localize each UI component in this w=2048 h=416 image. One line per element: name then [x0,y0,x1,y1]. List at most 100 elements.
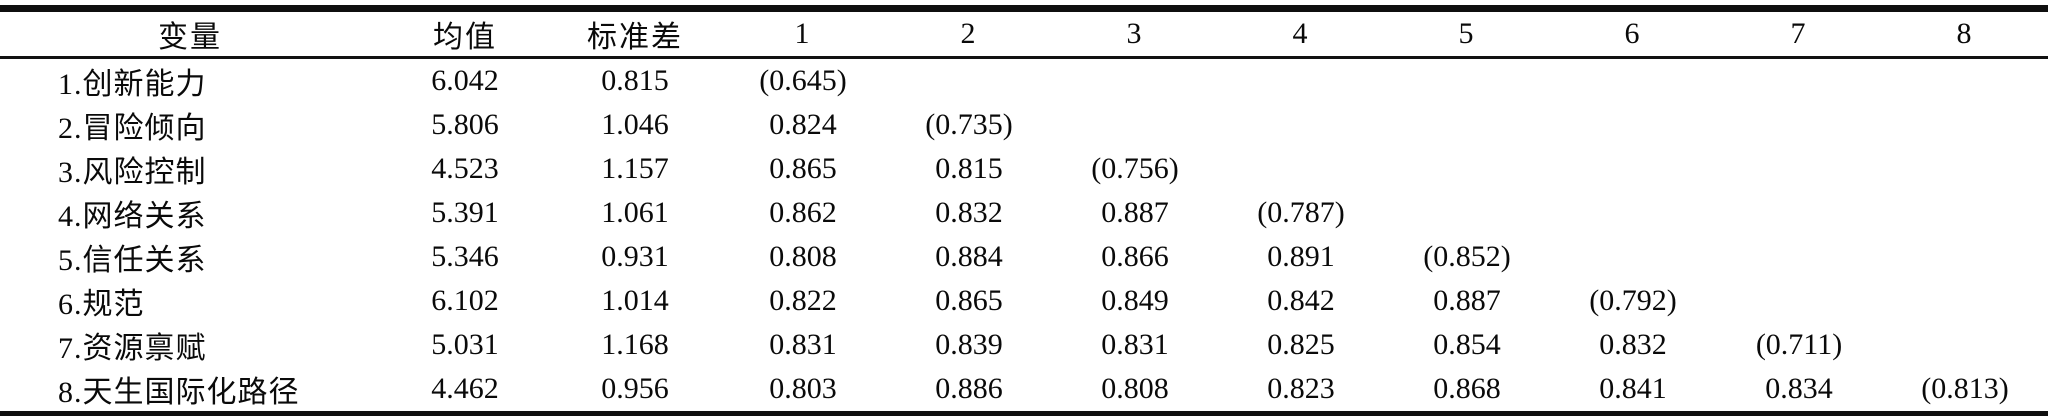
value-cell [1550,147,1716,191]
value-cell: 0.842 [1267,284,1335,317]
value-cell: 0.832 [1599,328,1667,361]
value-cell: 0.849 [1101,284,1169,317]
value-cell [1384,103,1550,147]
value-cell: 0.832 [935,196,1003,229]
value-cell: 0.815 [935,152,1003,185]
value-cell: 1.157 [601,152,669,185]
table-row: 2.冒险倾向 5.806 1.046 0.824 (0.735) [0,103,2048,147]
value-cell: 0.808 [769,240,837,273]
value-cell: 1.168 [601,328,669,361]
value-cell: (0.787) [1257,196,1345,229]
value-cell [1218,58,1384,104]
value-cell [1384,58,1550,104]
value-cell: 0.887 [1433,284,1501,317]
value-cell: 0.887 [1101,196,1169,229]
value-cell [1882,279,2048,323]
value-cell: (0.645) [759,64,847,97]
value-cell: 0.839 [935,328,1003,361]
value-cell: 0.865 [935,284,1003,317]
value-cell [1716,103,1882,147]
variable-label-cell: 7.资源禀赋 [58,332,207,365]
value-cell: 6.102 [431,284,499,317]
variable-label-cell: 2.冒险倾向 [58,112,207,145]
value-cell [886,58,1052,104]
value-cell: 1.046 [601,108,669,141]
value-cell [1882,147,2048,191]
value-cell: 0.823 [1267,372,1335,405]
value-cell: 1.061 [601,196,669,229]
table-row: 8.天生国际化路径 4.462 0.956 0.803 0.886 0.808 0.823 0… [0,367,2048,411]
value-cell [1550,235,1716,279]
variable-label-cell: 4.网络关系 [58,200,207,233]
value-cell: 5.346 [431,240,499,273]
table-row: 5.信任关系 5.346 0.931 0.808 0.884 0.866 0.891 (0.8… [0,235,2048,279]
value-cell [1550,191,1716,235]
variable-label-cell: 3.风险控制 [58,156,207,189]
variable-label-cell: 5.信任关系 [58,244,207,277]
variable-label-cell: 6.规范 [58,288,145,321]
value-cell: 0.831 [1101,328,1169,361]
correlation-table: 变量 均值 标准差 1 2 3 4 5 6 7 8 1.创新能力 6.042 0.815 (0.645) 2… [0,12,2048,411]
column-header-10: 8 [1882,12,2048,59]
table-row: 1.创新能力 6.042 0.815 (0.645) [0,58,2048,104]
value-cell [1716,191,1882,235]
value-cell: 5.806 [431,108,499,141]
value-cell: 0.886 [935,372,1003,405]
value-cell: 0.865 [769,152,837,185]
value-cell: 0.831 [769,328,837,361]
value-cell [1550,103,1716,147]
value-cell: 0.956 [601,372,669,405]
value-cell [1052,58,1218,104]
value-cell [1716,58,1882,104]
value-cell: (0.756) [1091,152,1179,185]
value-cell: 0.931 [601,240,669,273]
value-cell: 0.803 [769,372,837,405]
value-cell: (0.852) [1423,240,1511,273]
value-cell: (0.735) [925,108,1013,141]
value-cell: 5.391 [431,196,499,229]
column-header-3: 1 [720,12,886,59]
value-cell: 0.822 [769,284,837,317]
variable-label-cell: 1.创新能力 [58,68,207,101]
value-cell: 0.815 [601,64,669,97]
column-header-0: 变量 [0,12,380,59]
value-cell: 0.834 [1765,372,1833,405]
value-cell: 0.825 [1267,328,1335,361]
value-cell [1716,235,1882,279]
value-cell: 0.866 [1101,240,1169,273]
value-cell [1384,147,1550,191]
value-cell [1882,191,2048,235]
value-cell [1384,191,1550,235]
value-cell: (0.792) [1589,284,1677,317]
value-cell [1716,279,1882,323]
value-cell [1716,147,1882,191]
column-header-9: 7 [1716,12,1882,59]
value-cell [1052,103,1218,147]
column-header-8: 6 [1550,12,1716,59]
table-row: 7.资源禀赋 5.031 1.168 0.831 0.839 0.831 0.825 0.85… [0,323,2048,367]
column-header-1: 均值 [380,12,550,59]
value-cell: (0.711) [1755,328,1843,361]
value-cell: 0.841 [1599,372,1667,405]
column-header-4: 2 [886,12,1052,59]
table-row: 6.规范 6.102 1.014 0.822 0.865 0.849 0.842 0.887 (… [0,279,2048,323]
column-header-6: 4 [1218,12,1384,59]
variable-label-cell: 8.天生国际化路径 [58,376,300,409]
value-cell: 6.042 [431,64,499,97]
value-cell [1550,58,1716,104]
value-cell: 4.523 [431,152,499,185]
value-cell: 0.862 [769,196,837,229]
value-cell: 0.808 [1101,372,1169,405]
value-cell: 0.868 [1433,372,1501,405]
value-cell [1218,147,1384,191]
value-cell: 0.854 [1433,328,1501,361]
column-header-5: 3 [1052,12,1218,59]
value-cell: 1.014 [601,284,669,317]
table-row: 3.风险控制 4.523 1.157 0.865 0.815 (0.756) [0,147,2048,191]
value-cell [1882,323,2048,367]
value-cell [1882,103,2048,147]
value-cell: 0.824 [769,108,837,141]
correlation-table-wrap: 变量 均值 标准差 1 2 3 4 5 6 7 8 1.创新能力 6.042 0.815 (0.645) 2… [0,5,2048,416]
value-cell [1882,235,2048,279]
